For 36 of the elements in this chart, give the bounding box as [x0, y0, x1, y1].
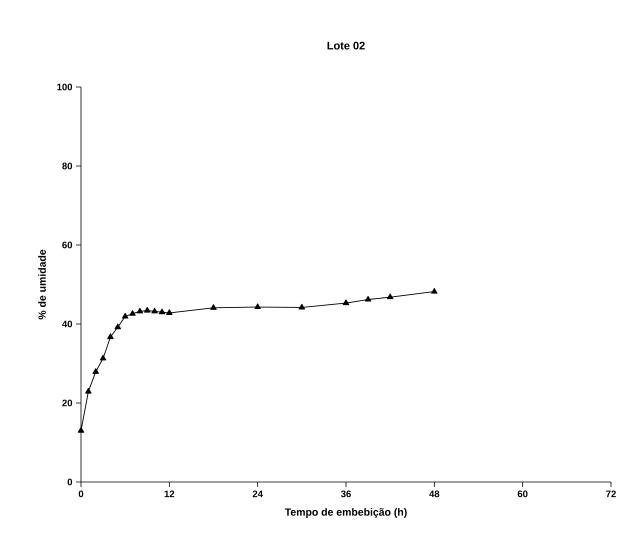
x-tick-label: 72 — [606, 490, 616, 498]
y-axis-title: % de umidade — [38, 250, 46, 320]
point — [151, 308, 158, 314]
point — [144, 306, 150, 313]
y-tick-label: 80 — [62, 162, 72, 170]
chart-title: Lote 02 — [328, 42, 365, 50]
point — [386, 294, 394, 300]
y-tick-label: 0 — [68, 478, 72, 486]
point — [364, 296, 372, 302]
y-tick-label: 100 — [57, 84, 72, 90]
x-axis-title: Tempo de embebição (h) — [284, 508, 407, 518]
x-tick-label: 36 — [340, 490, 351, 498]
x-tick-label: 12 — [164, 490, 174, 498]
point — [85, 388, 92, 394]
point — [298, 304, 306, 310]
point — [254, 303, 261, 310]
point — [92, 368, 99, 374]
x-tick-label: 60 — [518, 490, 528, 498]
point — [158, 308, 166, 314]
point — [342, 299, 350, 306]
point — [210, 304, 217, 310]
point — [122, 312, 128, 319]
point — [166, 309, 173, 315]
point — [107, 333, 114, 340]
point — [136, 308, 144, 314]
x-tick-label: 0 — [78, 490, 84, 498]
point — [114, 324, 122, 330]
x-tick-label: 24 — [252, 490, 263, 498]
point — [78, 427, 84, 433]
point — [129, 310, 136, 316]
y-tick-label: 60 — [62, 242, 72, 248]
y-tick-label: 40 — [62, 320, 72, 328]
point — [431, 288, 438, 294]
point — [100, 354, 106, 360]
x-tick-label: 48 — [429, 490, 440, 498]
y-tick-label: 20 — [62, 400, 72, 406]
